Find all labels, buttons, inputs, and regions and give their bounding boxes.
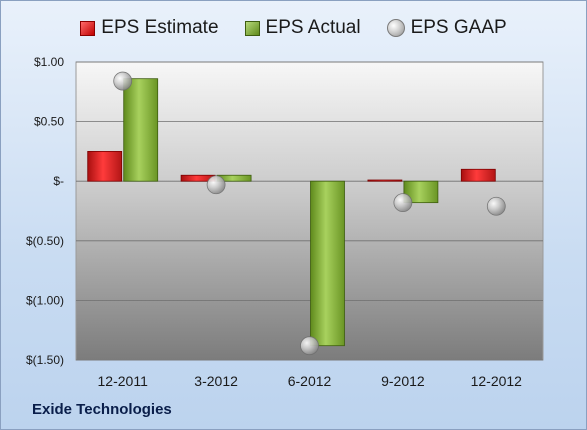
y-tick-label: $(0.50) xyxy=(26,234,64,248)
legend-estimate-label: EPS Estimate xyxy=(101,17,219,38)
x-tick-label: 3-2012 xyxy=(194,373,238,389)
legend-gaap-label: EPS GAAP xyxy=(410,17,507,38)
estimate-bar xyxy=(367,179,403,182)
actual-bar xyxy=(403,180,439,204)
actual-bar xyxy=(123,78,159,182)
gaap-point xyxy=(393,193,413,213)
y-tick-label: $(1.00) xyxy=(26,293,64,307)
gaap-swatch xyxy=(386,19,405,37)
y-tick-label: $(1.50) xyxy=(26,353,64,367)
legend-item-estimate: EPS Estimate xyxy=(80,17,219,39)
y-tick-label: $- xyxy=(53,174,64,188)
gaap-point xyxy=(206,175,226,195)
estimate-bar xyxy=(460,168,496,182)
gaap-point xyxy=(300,336,319,356)
estimate-bar xyxy=(87,150,123,182)
legend-item-actual: EPS Actual xyxy=(244,17,361,39)
actual-swatch xyxy=(244,20,260,36)
x-tick-label: 9-2012 xyxy=(381,373,425,389)
x-tick-label: 6-2012 xyxy=(288,373,332,389)
actual-bar xyxy=(310,180,345,347)
gaap-point xyxy=(113,71,133,91)
x-tick-label: 12-2012 xyxy=(471,373,523,389)
gaap-point xyxy=(486,196,506,216)
estimate-swatch xyxy=(80,20,96,36)
x-tick-label: 12-2011 xyxy=(98,373,149,389)
company-name: Exide Technologies xyxy=(32,401,172,418)
legend-actual-label: EPS Actual xyxy=(265,17,361,38)
y-tick-label: $0.50 xyxy=(34,115,64,129)
y-tick-label: $1.00 xyxy=(34,55,64,69)
legend-item-gaap: EPS GAAP xyxy=(386,17,507,39)
legend: EPS Estimate EPS Actual EPS GAAP xyxy=(0,14,587,42)
